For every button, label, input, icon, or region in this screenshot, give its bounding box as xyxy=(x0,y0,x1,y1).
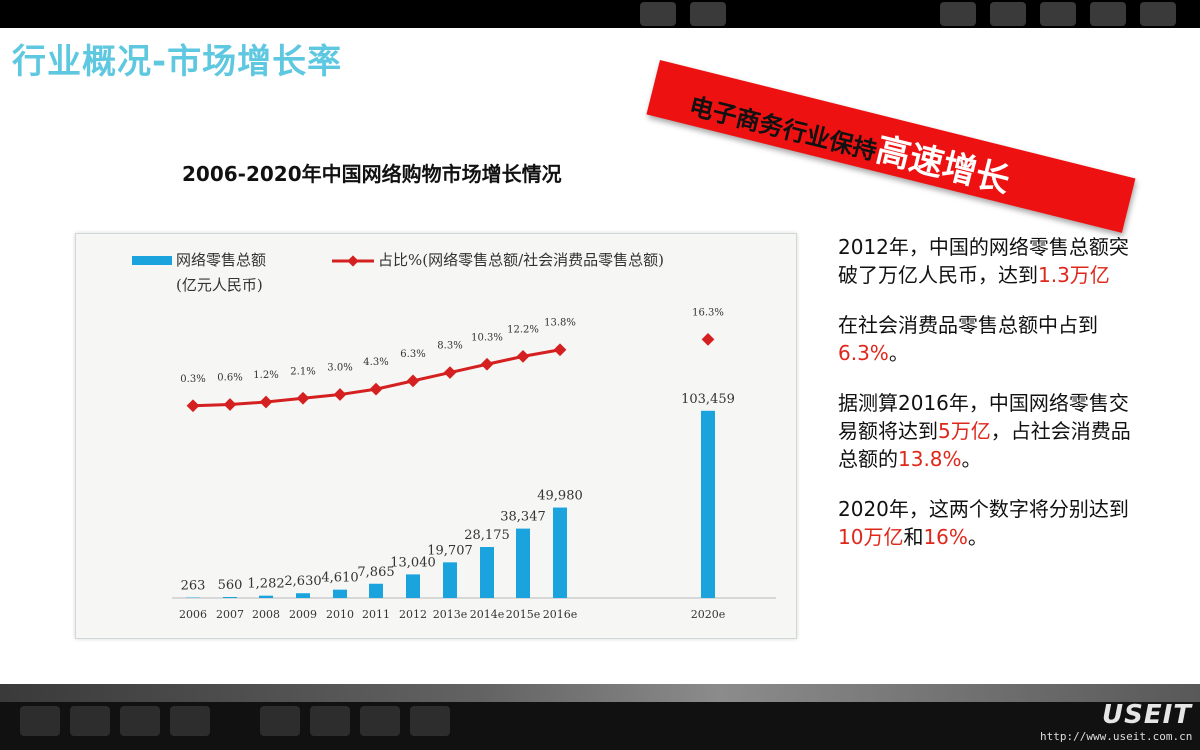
banner-small-text: 电子商务行业保持 xyxy=(686,91,880,166)
bar-value-label: 560 xyxy=(218,578,243,593)
share-value-label: 0.6% xyxy=(217,373,242,384)
note-highlight: 10万亿 xyxy=(838,525,904,549)
note-text: 在社会消费品零售总额中占到 xyxy=(838,313,1098,337)
note-text: ，占社会消费品总额的 xyxy=(838,419,1131,471)
share-point xyxy=(259,395,273,409)
bar-value-label: 49,980 xyxy=(537,489,583,504)
bar-value-label: 13,040 xyxy=(390,555,436,570)
note-text: 。 xyxy=(961,447,982,471)
share-point xyxy=(296,391,310,405)
share-point xyxy=(443,366,457,379)
bar xyxy=(701,410,715,598)
bottom-decorative-band xyxy=(0,684,1200,750)
note-text: 2020年，这两个数字将分别达到 xyxy=(838,497,1129,521)
banner-big-text: 高速增长 xyxy=(872,129,1014,202)
chart-heading: 2006-2020年中国网络购物市场增长情况 xyxy=(182,162,562,186)
page-title: 行业概况-市场增长率 xyxy=(12,42,343,82)
share-point xyxy=(369,382,383,396)
x-tick-label: 2020e xyxy=(691,608,726,621)
growth-chart: 网络零售总额 (亿元人民币) 占比%(网络零售总额/社会消费品零售总额) 263 200… xyxy=(132,251,776,621)
share-point xyxy=(186,399,200,413)
bar xyxy=(223,596,237,598)
note-highlight: 16% xyxy=(923,525,968,549)
legend-bar-unit: (亿元人民币) xyxy=(176,276,263,294)
x-tick-label: 2014e xyxy=(470,608,505,621)
share-point xyxy=(480,357,494,371)
note-paragraph: 在社会消费品零售总额中占到 6.3%。 xyxy=(838,311,1138,367)
site-url: http://www.useit.com.cn xyxy=(1040,730,1193,743)
share-value-label: 12.2% xyxy=(507,324,539,335)
share-value-label: 13.8% xyxy=(544,318,576,329)
top-decorative-band xyxy=(0,0,1200,28)
bar xyxy=(480,547,494,598)
note-highlight: 5万亿 xyxy=(938,419,991,443)
note-paragraph: 2012年，中国的网络零售总额突破了万亿人民币，达到1.3万亿 xyxy=(838,233,1138,289)
bar-value-label: 19,707 xyxy=(427,543,473,558)
x-tick-label: 2012 xyxy=(399,608,427,621)
note-text: 据测算2016年，中国网络零售交易额将达到 xyxy=(838,391,1129,443)
note-paragraph: 据测算2016年，中国网络零售交易额将达到5万亿，占社会消费品总额的13.8%。 xyxy=(838,389,1138,473)
bar xyxy=(553,507,567,598)
x-tick-label: 2008 xyxy=(252,608,280,621)
x-tick-label: 2010 xyxy=(326,608,354,621)
note-highlight: 13.8% xyxy=(898,447,962,471)
legend-line-label: 占比%(网络零售总额/社会消费品零售总额) xyxy=(378,251,664,269)
note-highlight: 6.3% xyxy=(838,341,889,365)
bar-value-label: 28,175 xyxy=(464,528,510,543)
note-paragraph: 2020年，这两个数字将分别达到 10万亿和16%。 xyxy=(838,495,1138,551)
highlight-banner: 电子商务行业保持高速增长 xyxy=(646,60,1136,233)
legend-bar-swatch xyxy=(132,256,172,265)
share-value-label: 4.3% xyxy=(363,357,388,368)
share-point xyxy=(516,350,530,363)
bar xyxy=(406,574,420,598)
bar xyxy=(333,589,347,598)
note-text: 。 xyxy=(967,525,988,549)
legend-bar-label: 网络零售总额 xyxy=(176,251,266,269)
share-value-label: 3.0% xyxy=(327,363,352,374)
share-point xyxy=(701,332,715,346)
x-tick-label: 2009 xyxy=(289,608,317,621)
share-point xyxy=(223,398,237,411)
share-value-label: 10.3% xyxy=(471,332,503,343)
legend-line-marker xyxy=(347,255,359,267)
bar-value-label: 7,865 xyxy=(357,565,394,580)
bar-value-label: 4,610 xyxy=(321,571,358,586)
bar xyxy=(516,528,530,598)
x-tick-label: 2007 xyxy=(216,608,244,621)
share-value-label: 1.2% xyxy=(253,370,278,381)
bar xyxy=(296,593,310,598)
bar xyxy=(369,583,383,598)
share-value-label: 8.3% xyxy=(437,341,462,352)
x-tick-label: 2015e xyxy=(506,608,541,621)
x-tick-label: 2016e xyxy=(543,608,578,621)
share-value-label: 0.3% xyxy=(180,374,205,385)
note-text: 2012年，中国的网络零售总额突破了万亿人民币，达到 xyxy=(838,235,1129,287)
bar-value-label: 1,282 xyxy=(247,577,284,592)
share-point xyxy=(333,388,347,401)
chart-panel: 网络零售总额 (亿元人民币) 占比%(网络零售总额/社会消费品零售总额) 263 200… xyxy=(75,233,797,639)
notes-panel: 2012年，中国的网络零售总额突破了万亿人民币，达到1.3万亿 在社会消费品零售总… xyxy=(838,233,1138,573)
bar-value-label: 2,630 xyxy=(284,574,321,589)
useit-logo: USEIT xyxy=(1102,700,1193,730)
note-text: 。 xyxy=(888,341,909,365)
share-value-label: 2.1% xyxy=(290,366,315,377)
note-text: 和 xyxy=(903,525,924,549)
bar-value-label: 103,459 xyxy=(681,392,735,407)
x-tick-label: 2011 xyxy=(362,608,390,621)
x-tick-label: 2013e xyxy=(433,608,468,621)
share-value-label: 16.3% xyxy=(692,307,724,318)
x-tick-label: 2006 xyxy=(179,608,207,621)
bar xyxy=(259,595,273,598)
share-value-label: 6.3% xyxy=(400,349,425,360)
bar-value-label: 38,347 xyxy=(500,510,546,525)
note-highlight: 1.3万亿 xyxy=(1038,263,1110,287)
bar-value-label: 263 xyxy=(181,579,206,594)
share-point xyxy=(553,343,567,357)
share-point xyxy=(406,374,420,388)
bar xyxy=(443,562,457,598)
